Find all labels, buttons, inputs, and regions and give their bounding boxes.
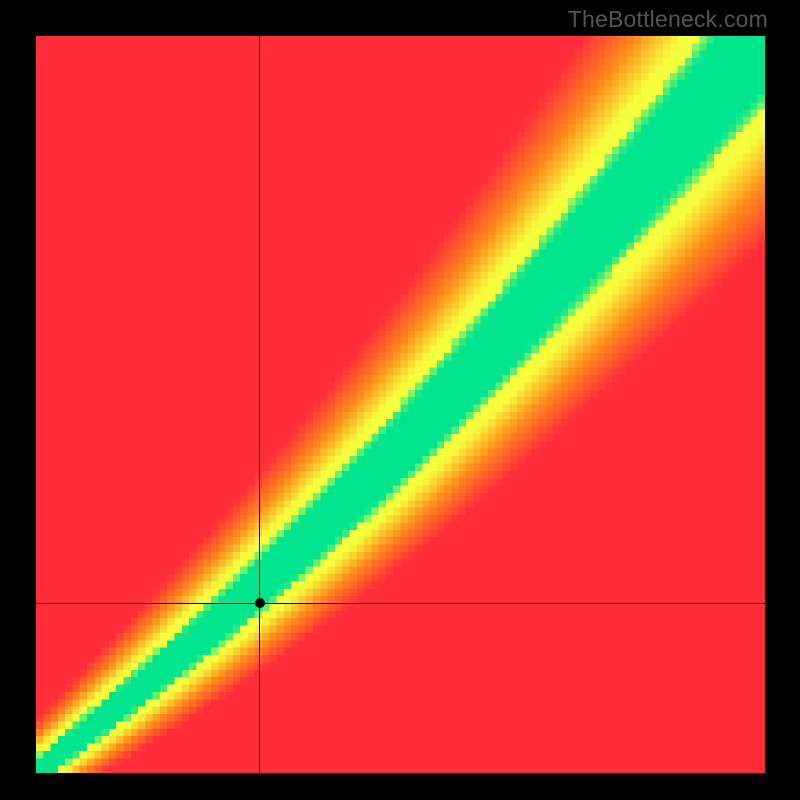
crosshair-marker-dot [255, 598, 265, 608]
watermark-text: TheBottleneck.com [568, 6, 768, 33]
bottleneck-heatmap [36, 36, 765, 773]
crosshair-horizontal-line [36, 603, 765, 604]
crosshair-vertical-line [259, 36, 260, 773]
